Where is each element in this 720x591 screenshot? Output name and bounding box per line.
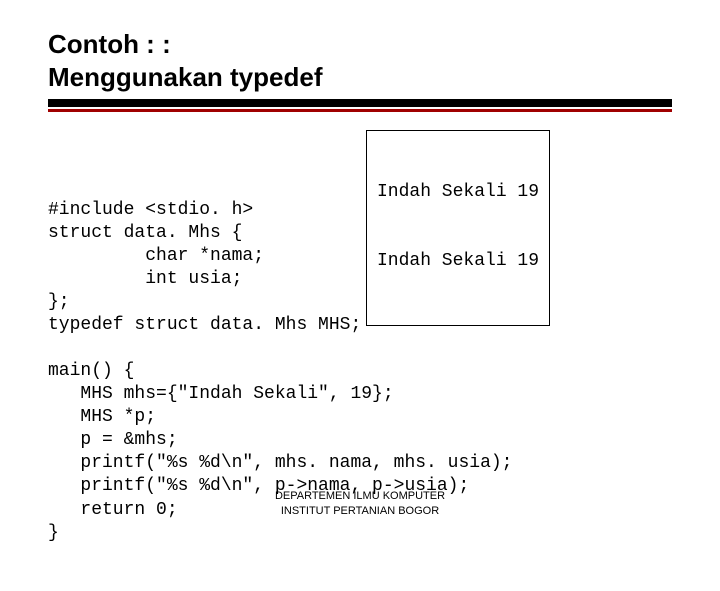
title-line-2: Menggunakan typedef	[48, 61, 672, 94]
footer-line-2: INSTITUT PERTANIAN BOGOR	[0, 504, 720, 518]
output-line-1: Indah Sekali 19	[377, 181, 539, 204]
content-area: Indah Sekali 19 Indah Sekali 19 #include…	[48, 130, 672, 591]
title-underline	[48, 99, 672, 107]
output-box: Indah Sekali 19 Indah Sekali 19	[366, 130, 550, 326]
title-redline	[48, 109, 672, 112]
output-line-2: Indah Sekali 19	[377, 250, 539, 273]
footer-line-1: DEPARTEMEN ILMU KOMPUTER	[0, 489, 720, 503]
footer: DEPARTEMEN ILMU KOMPUTER INSTITUT PERTAN…	[0, 489, 720, 518]
title-line-1: Contoh : :	[48, 28, 672, 61]
slide-title: Contoh : : Menggunakan typedef	[48, 28, 672, 93]
